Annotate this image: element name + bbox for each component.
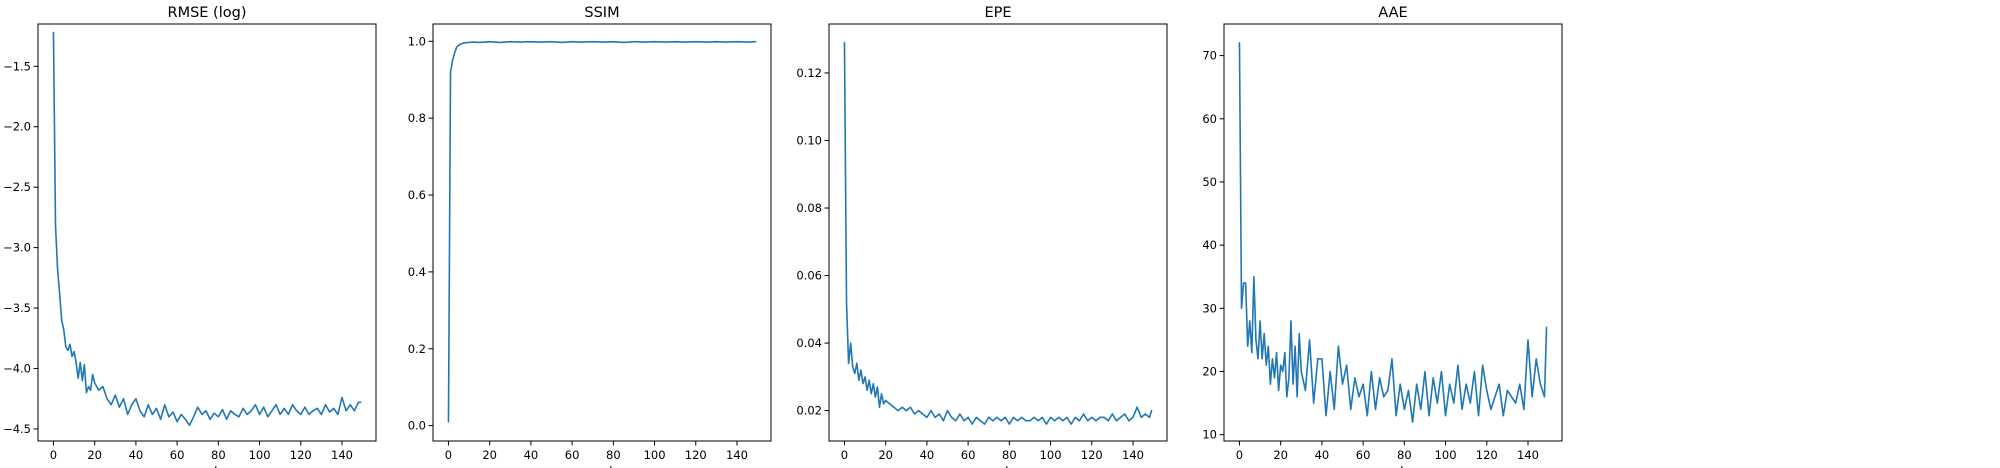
x-tick-label: 0 [1236,448,1243,462]
y-tick-label: −1.5 [3,59,31,73]
y-tick-label: 0.06 [796,269,822,283]
y-tick-label: 0.12 [796,66,822,80]
y-tick-label: 60 [1202,112,1217,126]
x-tick-label: 20 [878,448,893,462]
y-tick-label: 0.0 [408,419,426,433]
y-tick-label: 0.02 [796,404,822,418]
x-tick-label: 120 [290,448,312,462]
y-tick-label: −4.5 [3,422,31,436]
x-tick-label: 0 [841,448,848,462]
y-tick-label: 0.08 [796,201,822,215]
x-tick-label: 0 [445,448,452,462]
x-axis-label: epochs [977,464,1018,468]
x-tick-label: 0 [50,448,57,462]
y-tick-label: 70 [1202,49,1217,63]
y-tick-label: −2.5 [3,180,31,194]
plot-frame [1223,23,1563,442]
subplot-1: RMSE (log) 0 20 40 60 80 100 120 140 −4.5 −4.0 −3.5… [3,5,377,468]
chart-title: AAE [1378,5,1407,21]
x-axis-label: epochs [186,464,227,468]
plot-frame [37,23,377,442]
plot-frame [432,23,772,442]
series-line [843,41,1153,425]
series-line [52,31,362,427]
x-tick-label: 100 [1040,448,1062,462]
x-tick-label: 40 [1315,448,1330,462]
y-tick-label: 0.6 [408,188,426,202]
y-tick-label: 0.4 [408,265,426,279]
y-tick-label: −3.0 [3,241,31,255]
x-tick-label: 80 [1002,448,1017,462]
y-tick-label: −4.0 [3,361,31,375]
x-axis-label: epochs [581,464,622,468]
x-tick-label: 100 [249,448,271,462]
x-tick-label: 60 [170,448,185,462]
x-tick-label: 40 [129,448,144,462]
plot-frame [828,23,1168,442]
x-tick-label: 140 [1122,448,1144,462]
y-tick-label: −3.5 [3,301,31,315]
x-tick-label: 20 [482,448,497,462]
y-tick-label: 10 [1202,428,1217,442]
chart-title: SSIM [584,5,619,21]
x-tick-label: 80 [606,448,621,462]
y-tick-label: 1.0 [408,34,426,48]
x-tick-label: 80 [1397,448,1412,462]
x-tick-label: 40 [524,448,539,462]
x-tick-label: 120 [685,448,707,462]
y-tick-label: 0.04 [796,336,822,350]
x-tick-label: 100 [1435,448,1457,462]
y-tick-label: 30 [1202,301,1217,315]
x-tick-label: 60 [565,448,580,462]
subplot-4: AAE 0 20 40 60 80 100 120 140 10 20 30 40 50 60 70 epoch… [1202,5,1563,468]
x-tick-label: 60 [961,448,976,462]
y-tick-label: 50 [1202,175,1217,189]
x-tick-label: 20 [87,448,102,462]
x-tick-label: 80 [211,448,226,462]
y-tick-label: 20 [1202,365,1217,379]
x-tick-label: 120 [1081,448,1103,462]
subplot-2: SSIM 0 20 40 60 80 100 120 140 0.0 0.2 0.4 0.6 0.8 1.0… [408,5,772,468]
x-tick-label: 60 [1356,448,1371,462]
y-tick-label: 0.2 [408,342,426,356]
y-tick-label: −2.0 [3,120,31,134]
x-tick-label: 140 [331,448,353,462]
x-tick-label: 40 [920,448,935,462]
x-tick-label: 140 [1517,448,1539,462]
x-axis-label: epochs [1372,464,1413,468]
series-line [447,40,757,423]
series-line [1238,42,1548,423]
x-tick-label: 20 [1273,448,1288,462]
chart-title: RMSE (log) [168,5,247,21]
x-tick-label: 100 [644,448,666,462]
subplot-3: EPE 0 20 40 60 80 100 120 140 0.02 0.04 0.06 0.08 0.1… [796,5,1168,468]
x-tick-label: 120 [1476,448,1498,462]
chart-title: EPE [984,5,1011,21]
y-tick-label: 0.10 [796,133,822,147]
y-tick-label: 40 [1202,238,1217,252]
y-tick-label: 0.8 [408,111,426,125]
x-tick-label: 140 [726,448,748,462]
